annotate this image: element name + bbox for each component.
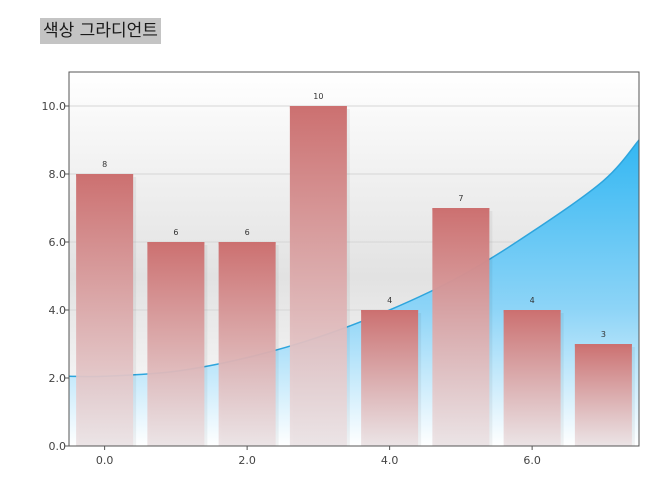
data-label: 4	[530, 296, 535, 305]
page-title: 색상 그라디언트	[40, 18, 161, 44]
bar	[503, 310, 561, 446]
data-label: 4	[387, 296, 392, 305]
plot-frame	[68, 71, 640, 447]
x-tick-label: 4.0	[381, 454, 399, 467]
x-tick-label: 0.0	[96, 454, 114, 467]
bar-top-edge	[574, 344, 632, 347]
bar	[147, 242, 205, 446]
y-tick-label: 6.0	[49, 236, 67, 249]
x-tick-label: 2.0	[238, 454, 256, 467]
bar	[218, 242, 276, 446]
bar-top-edge	[147, 242, 205, 245]
y-tick-label: 10.0	[42, 100, 67, 113]
bar-top-edge	[76, 174, 134, 177]
bar-top-edge	[503, 310, 561, 313]
data-label: 7	[458, 194, 463, 203]
data-label: 3	[601, 330, 606, 339]
data-label: 6	[245, 228, 250, 237]
bar	[432, 208, 490, 446]
data-label: 6	[173, 228, 178, 237]
x-tick-label: 6.0	[523, 454, 541, 467]
y-tick-label: 2.0	[49, 372, 67, 385]
bar-top-edge	[432, 208, 490, 211]
area-series	[69, 140, 639, 446]
y-tick-label: 8.0	[49, 168, 67, 181]
bar-top-edge	[289, 106, 347, 109]
y-tick-label: 0.0	[49, 440, 67, 453]
bar	[76, 174, 134, 446]
bar-top-edge	[361, 310, 419, 313]
bar-top-edge	[218, 242, 276, 245]
data-label: 8	[102, 160, 107, 169]
data-label: 10	[313, 92, 323, 101]
y-tick-label: 4.0	[49, 304, 67, 317]
bar	[289, 106, 347, 446]
bar	[574, 344, 632, 446]
bar	[361, 310, 419, 446]
